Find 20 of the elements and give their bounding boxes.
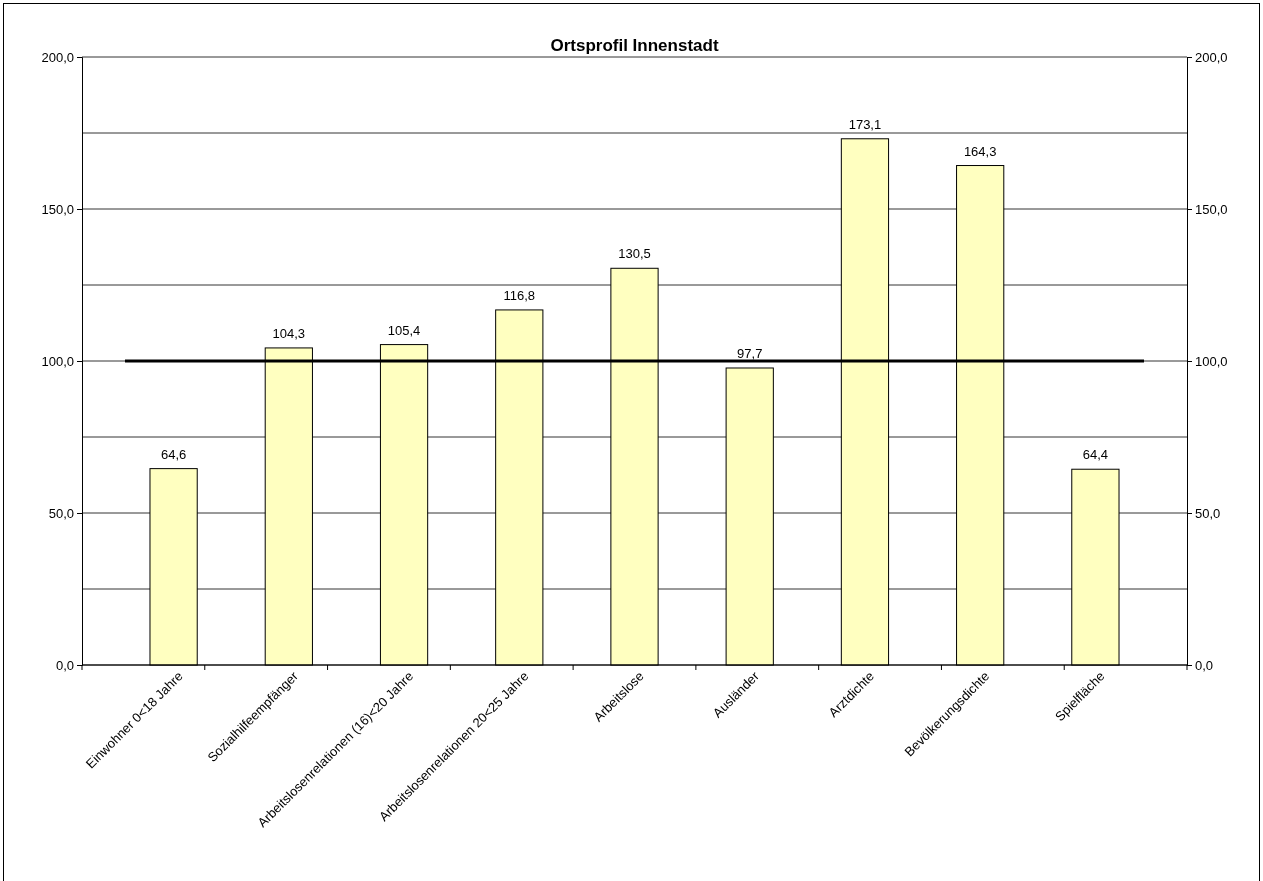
y2-tick-label: 150,0 xyxy=(1195,201,1228,217)
data-label: 130,5 xyxy=(618,246,651,262)
data-label: 173,1 xyxy=(848,116,882,132)
data-label: 104,3 xyxy=(272,325,306,341)
chart-title: Ortsprofil Innenstadt xyxy=(550,36,719,55)
y-tick-label: 150,0 xyxy=(41,201,74,217)
y-tick-label: 50,0 xyxy=(48,505,74,521)
y2-tick-label: 200,0 xyxy=(1195,49,1228,65)
y2-tick-label: 0,0 xyxy=(1195,657,1214,673)
data-label: 64,4 xyxy=(1082,447,1109,463)
data-label: 97,7 xyxy=(737,345,763,361)
data-label: 105,4 xyxy=(387,322,421,338)
y-tick-label: 0,0 xyxy=(55,657,74,673)
data-label: 164,3 xyxy=(963,143,997,159)
y-tick-label: 200,0 xyxy=(41,49,74,65)
data-label: 116,8 xyxy=(503,287,536,303)
y2-tick-label: 100,0 xyxy=(1195,353,1228,369)
y-tick-label: 100,0 xyxy=(41,353,74,369)
y2-tick-label: 50,0 xyxy=(1195,505,1221,521)
data-label: 64,6 xyxy=(160,446,187,462)
